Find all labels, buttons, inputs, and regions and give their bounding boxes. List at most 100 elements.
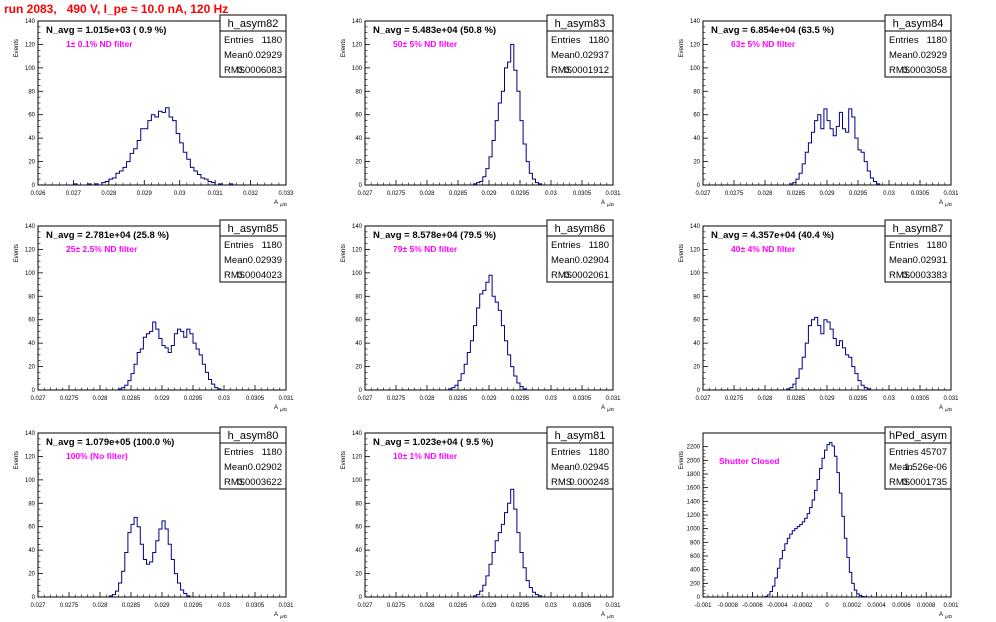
y-tick-label: 0	[32, 595, 36, 601]
stats-box	[884, 219, 952, 283]
stats-value-mean: 0.02945	[575, 462, 609, 473]
stats-value-mean: 0.02939	[248, 255, 282, 266]
x-tick-label: 0.0285	[449, 191, 468, 197]
stats-box	[546, 219, 614, 283]
x-tick-label: 0.0275	[387, 603, 406, 609]
y-tick-label: 60	[28, 113, 35, 119]
x-tick-label: -0.0006	[742, 603, 763, 609]
stats-label-mean: Mean	[224, 462, 248, 473]
y-tick-label: 0	[697, 595, 701, 601]
y-tick-label: 120	[25, 247, 36, 253]
x-tick-label: 0.027	[695, 191, 711, 197]
x-tick-label: 0.027	[357, 603, 373, 609]
x-tick-label: 0.03	[883, 191, 895, 197]
x-axis-subscript: μ/D	[607, 202, 615, 207]
y-tick-label: 40	[28, 548, 35, 554]
x-tick-label: 0	[825, 603, 829, 609]
y-tick-label: 140	[25, 224, 36, 230]
y-axis-title: Events	[341, 451, 347, 469]
y-tick-label: 60	[355, 113, 362, 119]
histogram-panel-h_asym80: 0.027 0.0275 0.028 0.0285 0.029 0.0295 0.03 0.0…	[14, 426, 294, 619]
stats-label-mean: Mean	[224, 50, 248, 61]
x-axis-subscript: μ/D	[280, 407, 288, 412]
x-tick-label: 0.0305	[573, 603, 592, 609]
x-tick-label: 0.0295	[849, 396, 868, 402]
x-axis-title: A	[939, 405, 943, 411]
stats-value-entries: 1180	[262, 240, 282, 251]
y-tick-label: 80	[693, 294, 700, 300]
x-tick-label: 0.027	[30, 603, 46, 609]
stats-label-entries: Entries	[551, 240, 581, 251]
y-tick-label: 120	[25, 42, 36, 48]
y-tick-label: 80	[355, 89, 362, 95]
filter-note: 40± 4% ND filter	[731, 244, 796, 254]
x-tick-label: 0.0275	[725, 191, 744, 197]
x-tick-label: 0.0285	[449, 396, 468, 402]
x-tick-label: 0.0285	[122, 603, 141, 609]
x-tick-label: 0.0295	[184, 396, 203, 402]
x-tick-label: 0.0275	[387, 191, 406, 197]
histogram-panel-h_asym84: 0.027 0.0275 0.028 0.0285 0.029 0.0295 0.03 0.0…	[679, 14, 959, 207]
x-tick-label: 0.0002	[843, 603, 862, 609]
y-tick-label: 100	[25, 271, 36, 277]
stats-value-entries: 1180	[589, 240, 609, 251]
x-axis-subscript: μ/D	[280, 614, 288, 619]
histogram-series	[764, 442, 868, 598]
y-tick-label: 0	[697, 388, 701, 394]
x-tick-label: 0.0305	[246, 603, 265, 609]
x-tick-label: 0.0295	[849, 191, 868, 197]
x-tick-label: 0.028	[757, 396, 773, 402]
stats-value-mean: 0.02904	[575, 255, 609, 266]
x-tick-label: 0.028	[101, 191, 117, 197]
filter-note: 10± 1% ND filter	[393, 451, 458, 461]
x-tick-label: 0.028	[757, 191, 773, 197]
stats-title: h_asym80	[228, 430, 279, 442]
x-tick-label: 0.0285	[787, 191, 806, 197]
x-tick-label: 0.029	[481, 191, 497, 197]
stats-label-mean: Mean	[551, 50, 575, 61]
navg-label: N_avg = 5.483e+04 (50.8 %)	[373, 25, 496, 36]
navg-label: N_avg = 1.079e+05 (100.0 %)	[46, 437, 174, 448]
x-tick-label: 0.033	[278, 191, 294, 197]
y-tick-label: 40	[28, 136, 35, 142]
y-tick-label: 0	[697, 183, 701, 189]
histogram-series	[786, 316, 871, 390]
stats-label-mean: Mean	[889, 50, 913, 61]
stats-title: h_asym83	[555, 18, 606, 30]
y-axis-title: Events	[14, 451, 20, 469]
y-tick-label: 20	[28, 365, 35, 371]
stats-title: h_asym85	[228, 223, 279, 235]
y-tick-label: 120	[690, 42, 701, 48]
stats-value-rms: 0.0001912	[564, 65, 609, 76]
x-tick-label: 0.031	[605, 396, 621, 402]
stats-label-rms: RMS	[551, 65, 572, 76]
y-tick-label: 1600	[687, 486, 701, 492]
stats-value-mean: 0.02937	[575, 50, 609, 61]
y-tick-label: 120	[352, 247, 363, 253]
stats-label-rms: RMS	[889, 65, 910, 76]
stats-label-mean: Mean	[889, 462, 913, 473]
y-tick-label: 400	[690, 568, 701, 574]
y-tick-label: 80	[28, 501, 35, 507]
x-tick-label: 0.0006	[892, 603, 911, 609]
y-tick-label: 120	[690, 247, 701, 253]
filter-note: 25± 2.5% ND filter	[66, 244, 138, 254]
x-tick-label: -0.001	[694, 603, 712, 609]
filter-note: Shutter Closed	[719, 456, 779, 466]
y-tick-label: 80	[28, 89, 35, 95]
y-tick-label: 40	[355, 341, 362, 347]
stats-title: h_asym81	[555, 430, 606, 442]
stats-label-rms: RMS	[551, 270, 572, 281]
x-tick-label: 0.029	[819, 396, 835, 402]
stats-label-mean: Mean	[551, 462, 575, 473]
stats-title: h_asym82	[228, 18, 279, 30]
x-tick-label: 0.032	[243, 191, 259, 197]
x-tick-label: 0.03	[218, 603, 230, 609]
x-tick-label: 0.029	[481, 603, 497, 609]
stats-value-rms: 0.0004023	[237, 270, 282, 281]
y-tick-label: 140	[25, 19, 36, 25]
y-tick-label: 40	[693, 136, 700, 142]
y-tick-label: 80	[355, 294, 362, 300]
y-tick-label: 100	[690, 66, 701, 72]
y-tick-label: 0	[359, 595, 363, 601]
